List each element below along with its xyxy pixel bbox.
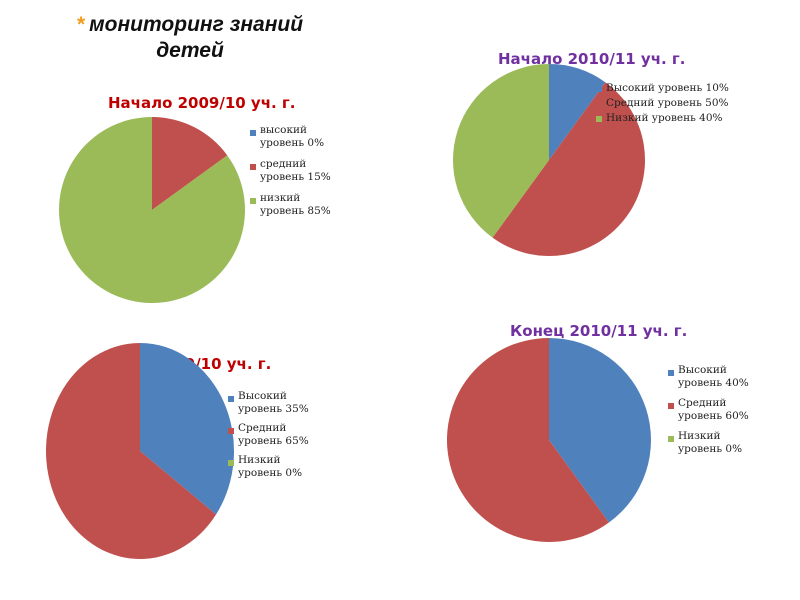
legend-label: Средний уровень 50%: [606, 97, 729, 109]
legend-swatch: [668, 436, 674, 442]
legend-swatch: [250, 130, 256, 136]
legend-swatch: [250, 164, 256, 170]
pie-slice: [447, 338, 609, 542]
legend-label: Низкий: [678, 430, 721, 442]
pie-slice: [492, 82, 645, 256]
pie-slice: [45, 343, 217, 559]
legend-label-line2: уровень 35%: [238, 403, 309, 415]
legend-label-line2: уровень 65%: [238, 435, 309, 447]
pie-chart: [453, 64, 645, 256]
legend-label-line2: уровень 0%: [260, 137, 325, 149]
pie-chart: [59, 117, 246, 303]
legend-label: низкий: [260, 192, 301, 204]
legend-label: Средний: [238, 422, 287, 434]
legend-label-line2: уровень 0%: [678, 443, 743, 455]
legend-swatch: [668, 370, 674, 376]
legend-swatch: [596, 116, 602, 122]
legend-label: средний: [260, 158, 307, 170]
legend-label: Высокий: [238, 390, 287, 402]
legend-label-line2: уровень 60%: [678, 410, 749, 422]
pie-chart: [45, 343, 234, 559]
legend-label: Высокий уровень 10%: [606, 82, 729, 94]
chart-title: Начало 2009/10 уч. г.: [108, 94, 296, 112]
pie-slice: [59, 117, 246, 303]
star-bullet-icon: *: [76, 13, 86, 36]
legend-swatch: [668, 403, 674, 409]
legend-swatch: [596, 101, 602, 107]
slide-title-line1: мониторинг знаний: [89, 13, 304, 36]
legend-swatch: [228, 460, 234, 466]
legend-swatch: [596, 86, 602, 92]
pie-slice: [152, 117, 228, 210]
legend-label-line2: уровень 40%: [678, 377, 749, 389]
chart-title: Конец 2010/11 уч. г.: [510, 322, 688, 340]
legend-label-line2: уровень 0%: [238, 467, 303, 479]
slide-title-line2: детей: [156, 39, 224, 62]
legend-label: Высокий: [678, 364, 727, 376]
pie-slice: [140, 343, 234, 515]
legend-label: Низкий: [238, 454, 281, 466]
legend-swatch: [228, 396, 234, 402]
legend-label-line2: уровень 85%: [260, 205, 331, 217]
legend-label: высокий: [260, 124, 308, 136]
pie-chart: [447, 338, 651, 542]
legend-swatch: [228, 428, 234, 434]
slide-title: * мониторинг знаний детей: [60, 12, 320, 64]
pie-slice: [453, 64, 549, 238]
legend-swatch: [250, 198, 256, 204]
legend-label: Низкий уровень 40%: [606, 112, 723, 124]
pie-slice: [549, 64, 606, 160]
chart-title: Начало 2010/11 уч. г.: [498, 50, 686, 68]
legend-label-line2: уровень 15%: [260, 171, 331, 183]
legend-label: Средний: [678, 397, 727, 409]
pie-slice: [549, 338, 651, 523]
